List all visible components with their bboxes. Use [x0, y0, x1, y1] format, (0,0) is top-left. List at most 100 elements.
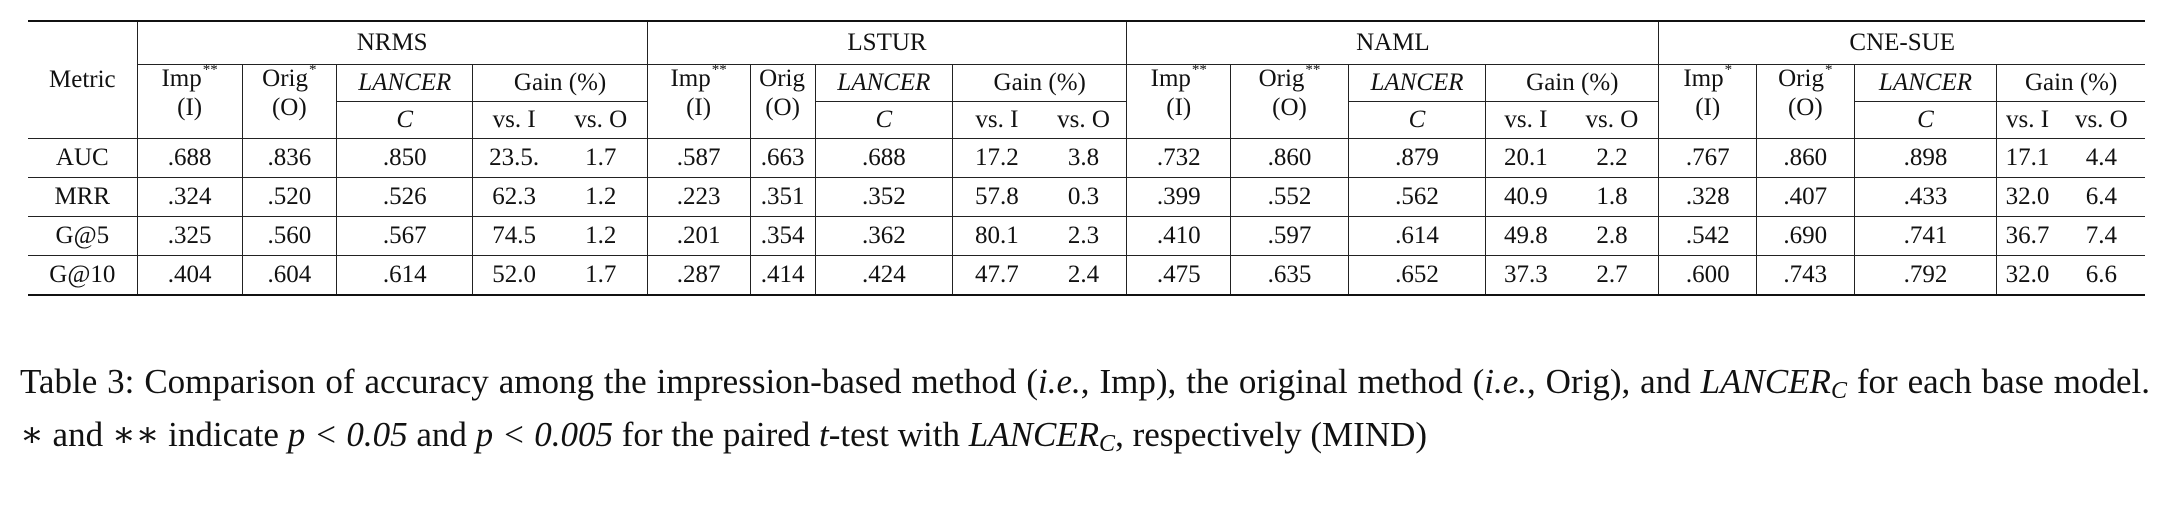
orig-abbrev: (O)	[1272, 93, 1307, 121]
header-row-methods: Imp** (I) Orig* (O) LANCER Gain (%) Imp** (I) Or…	[28, 62, 2145, 139]
lancer-column-header: LANCER	[1853, 64, 1997, 102]
lancer-value: .362	[814, 216, 953, 256]
caption-text: i.e.	[1038, 362, 1081, 401]
lancer-column-header: LANCER	[336, 64, 473, 102]
gain-vs-i-value: 74.5	[472, 216, 555, 256]
imp-value: .587	[646, 138, 751, 178]
caption-lancer-subscript: C	[1830, 378, 1847, 404]
orig-value: .663	[749, 138, 816, 178]
gain-vs-i-value: 62.3	[472, 177, 555, 217]
lancer-column-header: LANCER	[1347, 64, 1486, 102]
caption-text: , Imp), the original method (	[1080, 362, 1485, 401]
orig-value: .690	[1756, 216, 1855, 256]
imp-abbrev: (I)	[1166, 93, 1192, 121]
orig-label: Orig	[1258, 65, 1305, 92]
imp-value: .600	[1658, 255, 1757, 296]
orig-value: .743	[1756, 255, 1855, 296]
gain-vs-i-value: 32.0	[1996, 255, 2058, 296]
imp-abbrev: (I)	[1695, 93, 1721, 121]
lancer-variant-header: C	[336, 101, 473, 139]
gain-vs-i-value: 17.1	[1996, 138, 2058, 178]
gain-vs-i-value: 57.8	[952, 177, 1041, 217]
lancer-value: .741	[1853, 216, 1997, 256]
orig-label: Orig	[262, 65, 308, 92]
lancer-value: .850	[336, 138, 473, 178]
gain-vs-o-header: vs. O	[554, 101, 648, 139]
orig-value: .351	[749, 177, 816, 217]
orig-value: .560	[241, 216, 337, 256]
caption-text: , Orig), and	[1527, 362, 1691, 401]
significance-marker: **	[202, 62, 218, 78]
orig-column-header: Orig* (O)	[241, 62, 337, 139]
caption-text: and	[407, 415, 476, 454]
gain-vs-o-value: 0.3	[1040, 177, 1127, 217]
orig-label: Orig	[759, 65, 805, 92]
gain-column-header: Gain (%)	[472, 64, 648, 102]
gain-vs-i-value: 47.7	[952, 255, 1041, 296]
orig-abbrev: (O)	[1787, 93, 1823, 121]
orig-column-header: Orig* (O)	[1756, 62, 1855, 139]
orig-abbrev: (O)	[765, 93, 800, 121]
metric-column-header: Metric	[28, 20, 138, 139]
imp-label: Imp	[1683, 65, 1724, 92]
orig-value: .597	[1230, 216, 1349, 256]
orig-value: .860	[1230, 138, 1349, 178]
orig-value: .520	[241, 177, 337, 217]
table-caption: Table 3: Comparison of accuracy among th…	[20, 360, 2150, 466]
caption-math: t	[819, 415, 829, 454]
imp-value: .732	[1126, 138, 1231, 178]
significance-marker: *	[1824, 62, 1833, 78]
imp-column-header: Imp** (I)	[1126, 62, 1231, 139]
imp-value: .475	[1126, 255, 1231, 296]
imp-value: .324	[136, 177, 243, 217]
imp-value: .410	[1126, 216, 1231, 256]
caption-label: Table 3:	[20, 362, 135, 401]
imp-value: .767	[1658, 138, 1757, 178]
gain-vs-o-value: 3.8	[1040, 138, 1127, 178]
caption-math: p < 0.05	[287, 415, 408, 454]
significance-marker: *	[308, 62, 317, 78]
caption-symbol: ∗	[20, 415, 44, 454]
gain-vs-o-value: 2.7	[1565, 255, 1659, 296]
lancer-value: .898	[1853, 138, 1997, 178]
imp-value: .399	[1126, 177, 1231, 217]
table-row: AUC .688.836.850 23.5. 1.7.587.663.688 17.2 3…	[28, 138, 2145, 178]
caption-text: and	[43, 415, 112, 454]
gain-vs-o-value: 4.4	[2057, 138, 2145, 178]
header-row-models: Metric NRMS LSTUR NAML CNE-SUE	[28, 20, 2145, 139]
gain-vs-o-value: 1.7	[554, 255, 648, 296]
lancer-value: .433	[1853, 177, 1997, 217]
imp-value: .223	[646, 177, 751, 217]
gain-vs-o-value: 6.6	[2057, 255, 2145, 296]
gain-vs-o-value: 1.7	[554, 138, 648, 178]
lancer-value: .688	[814, 138, 953, 178]
gain-vs-i-value: 20.1	[1485, 138, 1566, 178]
gain-vs-o-value: 1.8	[1565, 177, 1659, 217]
gain-vs-i-value: 49.8	[1485, 216, 1566, 256]
orig-value: .635	[1230, 255, 1349, 296]
orig-column-header: Orig** (O)	[1230, 62, 1349, 139]
imp-value: .325	[136, 216, 243, 256]
gain-vs-i-value: 32.0	[1996, 177, 2058, 217]
gain-vs-o-value: 2.4	[1040, 255, 1127, 296]
model-header-nrms: NRMS	[136, 20, 648, 65]
metric-name: G@5	[28, 216, 138, 256]
orig-column-header: Orig (O)	[749, 64, 816, 139]
orig-value: .552	[1230, 177, 1349, 217]
significance-marker: *	[1724, 62, 1733, 78]
gain-vs-o-header: vs. O	[2057, 101, 2145, 139]
orig-value: .860	[1756, 138, 1855, 178]
caption-text: for each base model.	[1846, 362, 2151, 401]
metric-name: MRR	[28, 177, 138, 217]
lancer-value: .567	[336, 216, 473, 256]
imp-value: .404	[136, 255, 243, 296]
significance-marker: **	[711, 62, 727, 78]
caption-text: i.e.	[1484, 362, 1527, 401]
orig-value: .836	[241, 138, 337, 178]
gain-vs-i-header: vs. I	[1485, 101, 1566, 139]
lancer-column-header: LANCER	[814, 64, 953, 102]
model-header-cne-sue: CNE-SUE	[1658, 20, 2145, 65]
lancer-value: .792	[1853, 255, 1997, 296]
orig-abbrev: (O)	[271, 93, 307, 121]
